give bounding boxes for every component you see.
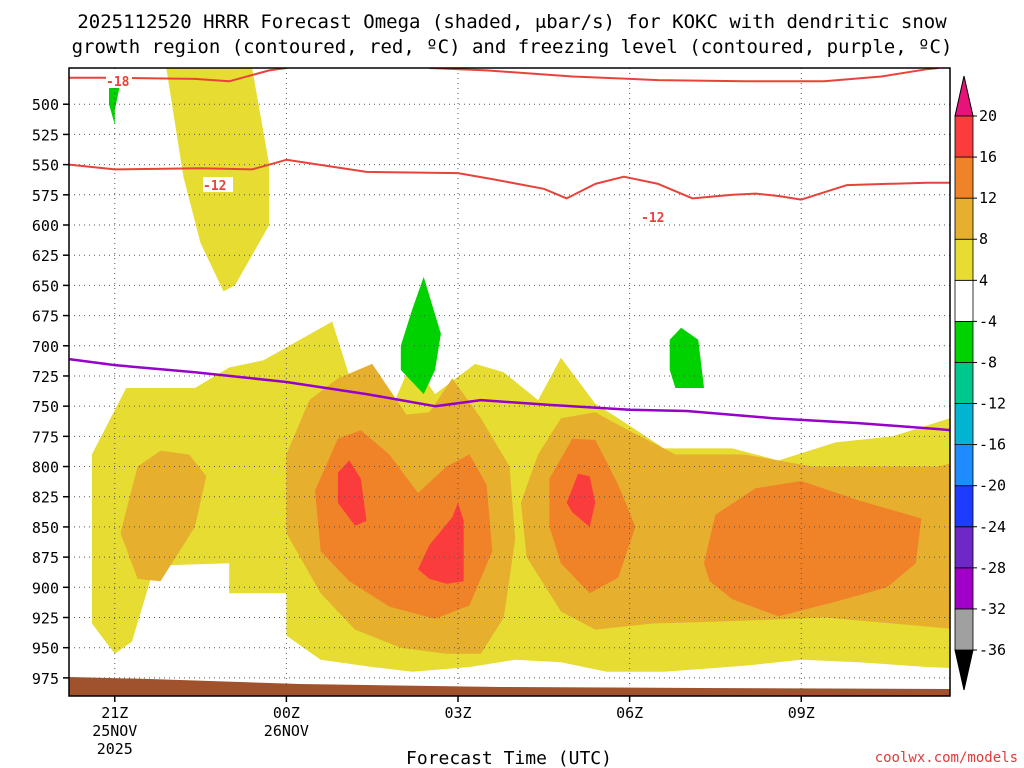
omega-neg4-neg8-region-1 [109, 80, 121, 125]
y-tick-label-600: 600 [32, 217, 59, 235]
colorbar-box-2 [954, 567, 974, 610]
colorbar-end-high [954, 75, 974, 117]
colorbar-box-12 [954, 156, 974, 199]
x-tick-date-00Z: 26NOV [264, 722, 309, 740]
colorbar-box-5 [954, 444, 974, 487]
y-tick-label-575: 575 [32, 187, 59, 205]
colorbar-label-6: -12 [979, 395, 1006, 413]
y-tick-label-725: 725 [32, 368, 59, 386]
chart-title-line2: growth region (contoured, red, ºC) and f… [72, 36, 953, 58]
colorbar-box-4 [954, 485, 974, 528]
colorbar-label-7: -8 [979, 353, 997, 371]
y-tick-label-925: 925 [32, 610, 59, 628]
y-tick-label-825: 825 [32, 489, 59, 507]
colorbar-label-11: 12 [979, 189, 997, 207]
omega-12-16-region-2 [549, 438, 636, 594]
colorbar-box-3 [954, 526, 974, 569]
y-tick-label-900: 900 [32, 579, 59, 597]
omega-16-20-region-3 [566, 473, 596, 527]
y-tick-label-550: 550 [32, 157, 59, 175]
contour-label-minus18: -18 [106, 75, 130, 90]
x-tick-label-03Z: 03Z [444, 704, 471, 722]
colorbar-box-1 [954, 608, 974, 651]
colorbar-label-1: -32 [979, 600, 1006, 618]
contour-lines [69, 68, 950, 432]
colorbar-label-9: 4 [979, 271, 988, 289]
x-tick-label-21Z: 21Z [101, 704, 128, 722]
x-tick-label-06Z: 06Z [616, 704, 643, 722]
colorbar: -36 -32 -28 -24 -20 -16 -12 -8 -4 4 8 12 16 20 [954, 75, 1006, 691]
contour-labels: -18 -12 -12 [106, 73, 671, 226]
contour-label-minus12-b: -12 [641, 211, 664, 226]
plot-area: -18 -12 -12 [69, 68, 950, 696]
credit-text: coolwx.com/models [875, 750, 1018, 766]
dgz-bottom-minus12-contour [69, 158, 950, 201]
omega-neg4-neg8-region-3 [669, 327, 704, 388]
y-tick-label-975: 975 [32, 670, 59, 688]
x-tick-label-09Z: 09Z [788, 704, 815, 722]
x-tick-year-21Z: 2025 [97, 740, 133, 758]
colorbar-box-7 [954, 362, 974, 404]
y-tick-label-875: 875 [32, 549, 59, 567]
colorbar-box-6 [954, 403, 974, 446]
colorbar-label-0: -36 [979, 641, 1006, 659]
y-tick-label-675: 675 [32, 308, 59, 326]
dgz-top-minus18-right-contour [429, 68, 939, 83]
colorbar-label-10: 8 [979, 230, 988, 248]
colorbar-box-11 [954, 197, 974, 240]
chart-title-line1: 2025112520 HRRR Forecast Omega (shaded, … [77, 11, 947, 33]
omega-12-16-region-3 [704, 481, 922, 617]
y-tick-label-525: 525 [32, 126, 59, 144]
y-tick-label-500: 500 [32, 96, 59, 114]
y-tick-label-775: 775 [32, 428, 59, 446]
y-tick-label-650: 650 [32, 277, 59, 295]
colorbar-box-8 [954, 320, 974, 363]
omega-8-12-region-3 [120, 450, 207, 582]
colorbar-box-10 [954, 238, 974, 281]
plot-frame [68, 67, 951, 697]
colorbar-label-2: -28 [979, 559, 1006, 577]
freezing-level-contour [69, 357, 950, 432]
y-tick-label-700: 700 [32, 338, 59, 356]
colorbar-label-13: 20 [979, 107, 997, 125]
colorbar-label-8: -4 [979, 312, 997, 330]
colorbar-box-13 [954, 115, 974, 158]
x-axis-label: Forecast Time (UTC) [406, 748, 612, 768]
colorbar-label-5: -16 [979, 436, 1006, 454]
colorbar-label-12: 16 [979, 148, 997, 166]
colorbar-end-low [954, 649, 974, 691]
y-tick-label-625: 625 [32, 247, 59, 265]
x-tick-date-21Z: 25NOV [92, 722, 137, 740]
colorbar-label-3: -24 [979, 518, 1006, 536]
dgz-top-minus18-contour [69, 68, 287, 83]
y-tick-label-850: 850 [32, 519, 59, 537]
y-tick-label-950: 950 [32, 640, 59, 658]
colorbar-label-4: -20 [979, 477, 1006, 495]
omega-neg4-neg8-region-2 [400, 276, 441, 395]
omega-16-20-region-2 [418, 502, 464, 584]
y-tick-label-800: 800 [32, 459, 59, 477]
contour-label-minus12-a: -12 [203, 179, 226, 194]
terrain [69, 677, 950, 696]
colorbar-box-9 [954, 279, 974, 322]
ground-surface [69, 677, 950, 696]
y-tick-label-750: 750 [32, 398, 59, 416]
omega-shading [91, 68, 950, 672]
gridlines [69, 68, 950, 696]
omega-16-20-region-1 [337, 460, 367, 526]
x-tick-label-00Z: 00Z [273, 704, 300, 722]
y-axis: 500 525 550 575 600 625 650 675 700 725 750 775 800 8… [32, 96, 69, 688]
